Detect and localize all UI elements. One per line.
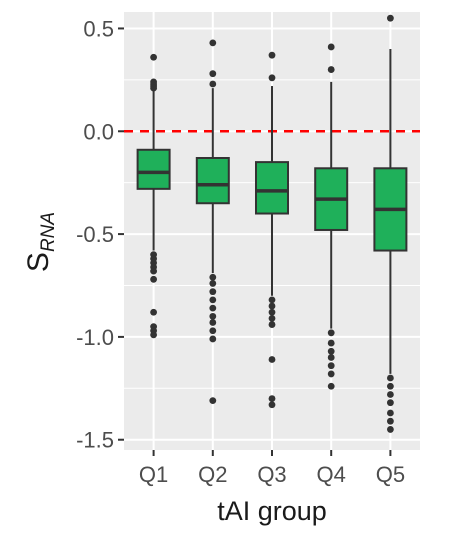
outlier-point — [268, 356, 276, 363]
box-Q3 — [255, 51, 289, 409]
x-axis: Q1 Q2 Q3 Q4 Q5 — [139, 450, 405, 487]
outlier-point — [268, 321, 276, 328]
y-axis-title-subscript: RNA — [38, 212, 59, 252]
outlier-point — [387, 14, 394, 22]
outlier-point — [209, 312, 217, 320]
outlier-point — [209, 288, 217, 296]
outlier-point — [387, 399, 394, 407]
outlier-point — [387, 426, 394, 433]
boxes-group — [136, 14, 408, 433]
outlier-point — [327, 354, 335, 361]
outlier-point — [209, 304, 217, 312]
x-tick-label: Q3 — [257, 462, 286, 487]
x-tick-label: Q1 — [139, 462, 168, 487]
y-tick-label: 0.0 — [83, 119, 114, 144]
box-Q5 — [373, 14, 408, 433]
y-tick-label: 0.5 — [83, 16, 114, 41]
outlier-point — [268, 302, 276, 310]
outlier-point — [327, 362, 335, 370]
x-tick-label: Q5 — [376, 462, 405, 487]
outlier-point — [268, 74, 276, 82]
outlier-point — [150, 275, 158, 283]
outlier-point — [209, 397, 217, 405]
y-tick-label: -1.5 — [76, 428, 114, 453]
y-axis-title-main: S — [22, 252, 55, 272]
outlier-point — [387, 409, 394, 417]
outlier-point — [387, 374, 394, 382]
outlier-point — [268, 308, 276, 316]
outlier-point — [209, 296, 217, 304]
box-Q1 — [136, 53, 171, 339]
x-tick-label: Q2 — [198, 462, 227, 487]
outlier-point — [268, 395, 276, 402]
y-tick-label: -0.5 — [76, 222, 114, 247]
outlier-point — [150, 331, 158, 339]
outlier-point — [150, 53, 158, 61]
outlier-point — [209, 335, 217, 343]
outlier-point — [150, 308, 158, 316]
outlier-point — [327, 382, 335, 390]
outlier-point — [327, 370, 335, 378]
outlier-point — [387, 391, 394, 398]
box-body — [136, 148, 171, 190]
outlier-point — [150, 267, 158, 275]
outlier-point — [209, 39, 217, 47]
outlier-point — [327, 347, 335, 355]
y-axis: 0.5 0.0 -0.5 -1.0 -1.5 — [76, 16, 124, 453]
outlier-point — [268, 314, 276, 322]
x-axis-title: tAI group — [217, 496, 327, 526]
outlier-point — [387, 382, 394, 390]
outlier-point — [209, 70, 217, 78]
outlier-point — [209, 319, 217, 326]
outlier-point — [327, 329, 335, 337]
y-tick-label: -1.0 — [76, 325, 114, 350]
outlier-point — [209, 280, 217, 287]
outlier-point — [209, 327, 217, 335]
y-axis-title: SRNA — [22, 212, 59, 272]
box-Q2 — [195, 39, 230, 405]
outlier-point — [327, 66, 335, 73]
box-Q4 — [314, 43, 349, 390]
outlier-point — [209, 80, 217, 88]
x-tick-label: Q4 — [317, 462, 346, 487]
outlier-point — [327, 339, 335, 347]
outlier-point — [150, 84, 158, 92]
box-body — [195, 157, 230, 205]
outlier-point — [268, 51, 276, 59]
box-body — [255, 161, 289, 215]
outlier-point — [387, 417, 394, 425]
outlier-point — [327, 43, 335, 51]
outlier-point — [268, 401, 276, 409]
outlier-point — [209, 273, 217, 281]
outlier-point — [268, 296, 276, 304]
